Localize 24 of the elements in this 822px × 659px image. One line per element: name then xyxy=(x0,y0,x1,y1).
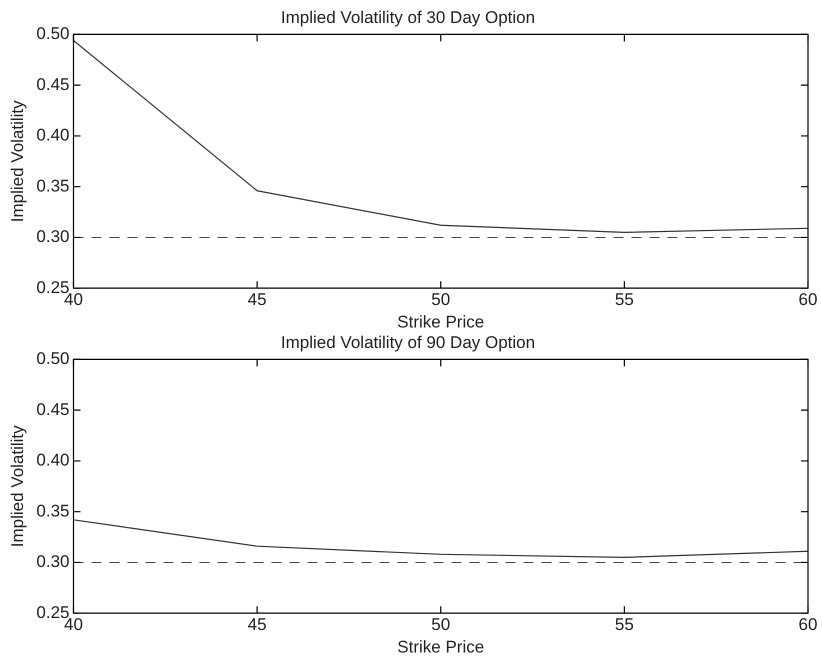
x-axis-title: Strike Price xyxy=(397,312,484,332)
x-tick-label: 50 xyxy=(431,290,450,310)
y-tick-label: 0.30 xyxy=(36,552,70,572)
y-tick-label: 0.35 xyxy=(36,176,70,196)
y-axis-title: Implied Volatility xyxy=(8,100,27,222)
x-tick-label: 60 xyxy=(798,290,818,310)
x-tick-label: 55 xyxy=(614,290,634,310)
x-tick-label: 45 xyxy=(248,290,267,310)
x-tick-label: 50 xyxy=(431,615,450,634)
y-tick-label: 0.40 xyxy=(36,126,70,145)
y-tick-label: 0.45 xyxy=(36,74,70,94)
y-tick-label: 0.30 xyxy=(36,227,70,246)
y-tick-label: 0.50 xyxy=(36,349,70,368)
y-tick-label: 0.50 xyxy=(36,24,70,44)
chart-title: Implied Volatility of 90 Day Option xyxy=(280,332,536,352)
x-tick-label: 55 xyxy=(614,615,634,634)
y-tick-label: 0.40 xyxy=(36,450,70,470)
y-tick-label: 0.35 xyxy=(36,501,70,520)
x-tick-label: 45 xyxy=(248,615,267,634)
y-axis-title: Implied Volatility xyxy=(8,424,27,548)
chart-title: Implied Volatility of 30 Day Option xyxy=(280,8,536,27)
x-axis-title: Strike Price xyxy=(397,637,484,656)
y-tick-label: 0.45 xyxy=(36,400,70,419)
x-tick-label: 60 xyxy=(798,615,818,634)
